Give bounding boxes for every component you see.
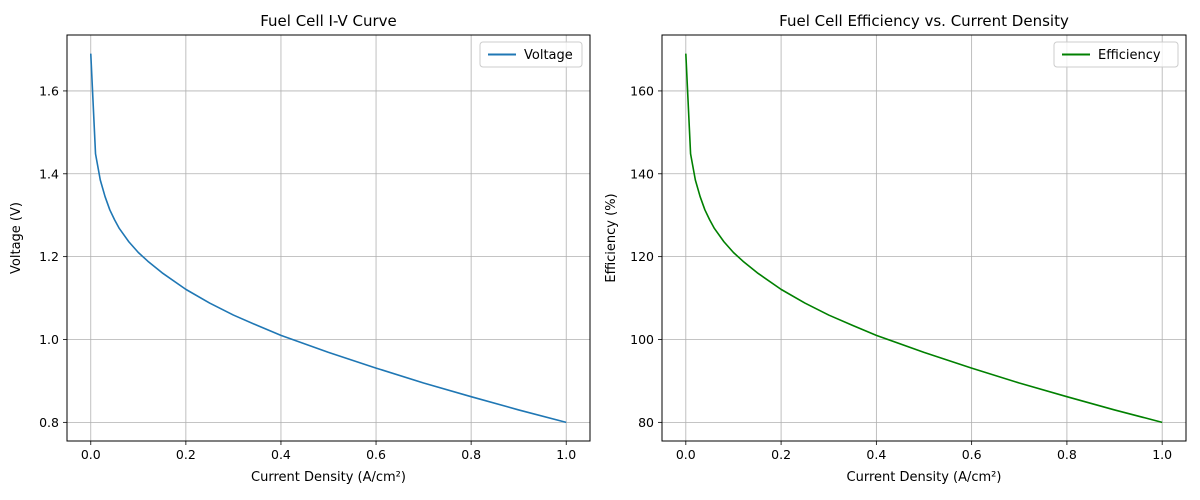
eff-grid [662, 35, 1186, 441]
iv-y-tick-label: 1.6 [39, 83, 59, 98]
eff-y-tick-label: 140 [630, 166, 654, 181]
iv-chart-title: Fuel Cell I-V Curve [260, 12, 397, 30]
eff-y-tick-label: 80 [638, 415, 654, 430]
iv-y-tick-label: 0.8 [39, 415, 59, 430]
iv-y-tick-label: 1.2 [39, 249, 59, 264]
iv-curve-chart: 0.0 0.2 0.4 0.6 0.8 1.0 0.8 1.0 1.2 1.4 1.6 Fuel C… [9, 12, 591, 485]
eff-y-tick-label: 120 [630, 249, 654, 264]
iv-x-tick-label: 0.0 [81, 447, 101, 462]
eff-x-tick-label: 0.8 [1057, 447, 1077, 462]
eff-plot-frame [661, 34, 1187, 442]
iv-grid [67, 35, 590, 441]
eff-legend-label-efficiency: Efficiency [1098, 48, 1161, 63]
iv-x-tick-label: 0.8 [461, 447, 481, 462]
iv-x-axis-label: Current Density (A/cm²) [251, 470, 406, 485]
iv-series-line [89, 53, 567, 424]
iv-x-tick-label: 1.0 [556, 447, 576, 462]
eff-chart-title: Fuel Cell Efficiency vs. Current Density [779, 12, 1069, 30]
iv-x-tick-label: 0.2 [176, 447, 196, 462]
iv-legend: Voltage [479, 41, 583, 68]
iv-ticks: 0.0 0.2 0.4 0.6 0.8 1.0 0.8 1.0 1.2 1.4 1.6 [39, 83, 576, 462]
eff-x-tick-label: 0.6 [962, 447, 982, 462]
iv-line-layer [89, 53, 567, 424]
eff-legend: Efficiency [1053, 41, 1179, 68]
eff-x-tick-label: 0.0 [676, 447, 696, 462]
efficiency-chart: 0.0 0.2 0.4 0.6 0.8 1.0 80 100 120 140 160 Fuel Ce… [604, 12, 1187, 485]
eff-x-tick-label: 1.0 [1152, 447, 1172, 462]
iv-plot-frame [66, 34, 591, 442]
iv-legend-box [479, 41, 583, 68]
iv-y-tick-label: 1.0 [39, 332, 59, 347]
iv-y-tick-label: 1.4 [39, 166, 59, 181]
iv-x-tick-label: 0.4 [271, 447, 291, 462]
eff-x-tick-label: 0.4 [866, 447, 886, 462]
eff-y-tick-label: 160 [630, 83, 654, 98]
eff-series-line [685, 53, 1163, 424]
eff-x-axis-label: Current Density (A/cm²) [847, 470, 1002, 485]
iv-y-axis-label: Voltage (V) [9, 202, 24, 274]
eff-line-layer [685, 53, 1163, 424]
eff-ticks: 0.0 0.2 0.4 0.6 0.8 1.0 80 100 120 140 160 [630, 83, 1172, 462]
eff-legend-box [1053, 41, 1179, 68]
iv-legend-label-voltage: Voltage [524, 48, 573, 63]
eff-y-tick-label: 100 [630, 332, 654, 347]
iv-x-tick-label: 0.6 [366, 447, 386, 462]
eff-y-axis-label: Efficiency (%) [604, 193, 619, 282]
eff-x-tick-label: 0.2 [771, 447, 791, 462]
